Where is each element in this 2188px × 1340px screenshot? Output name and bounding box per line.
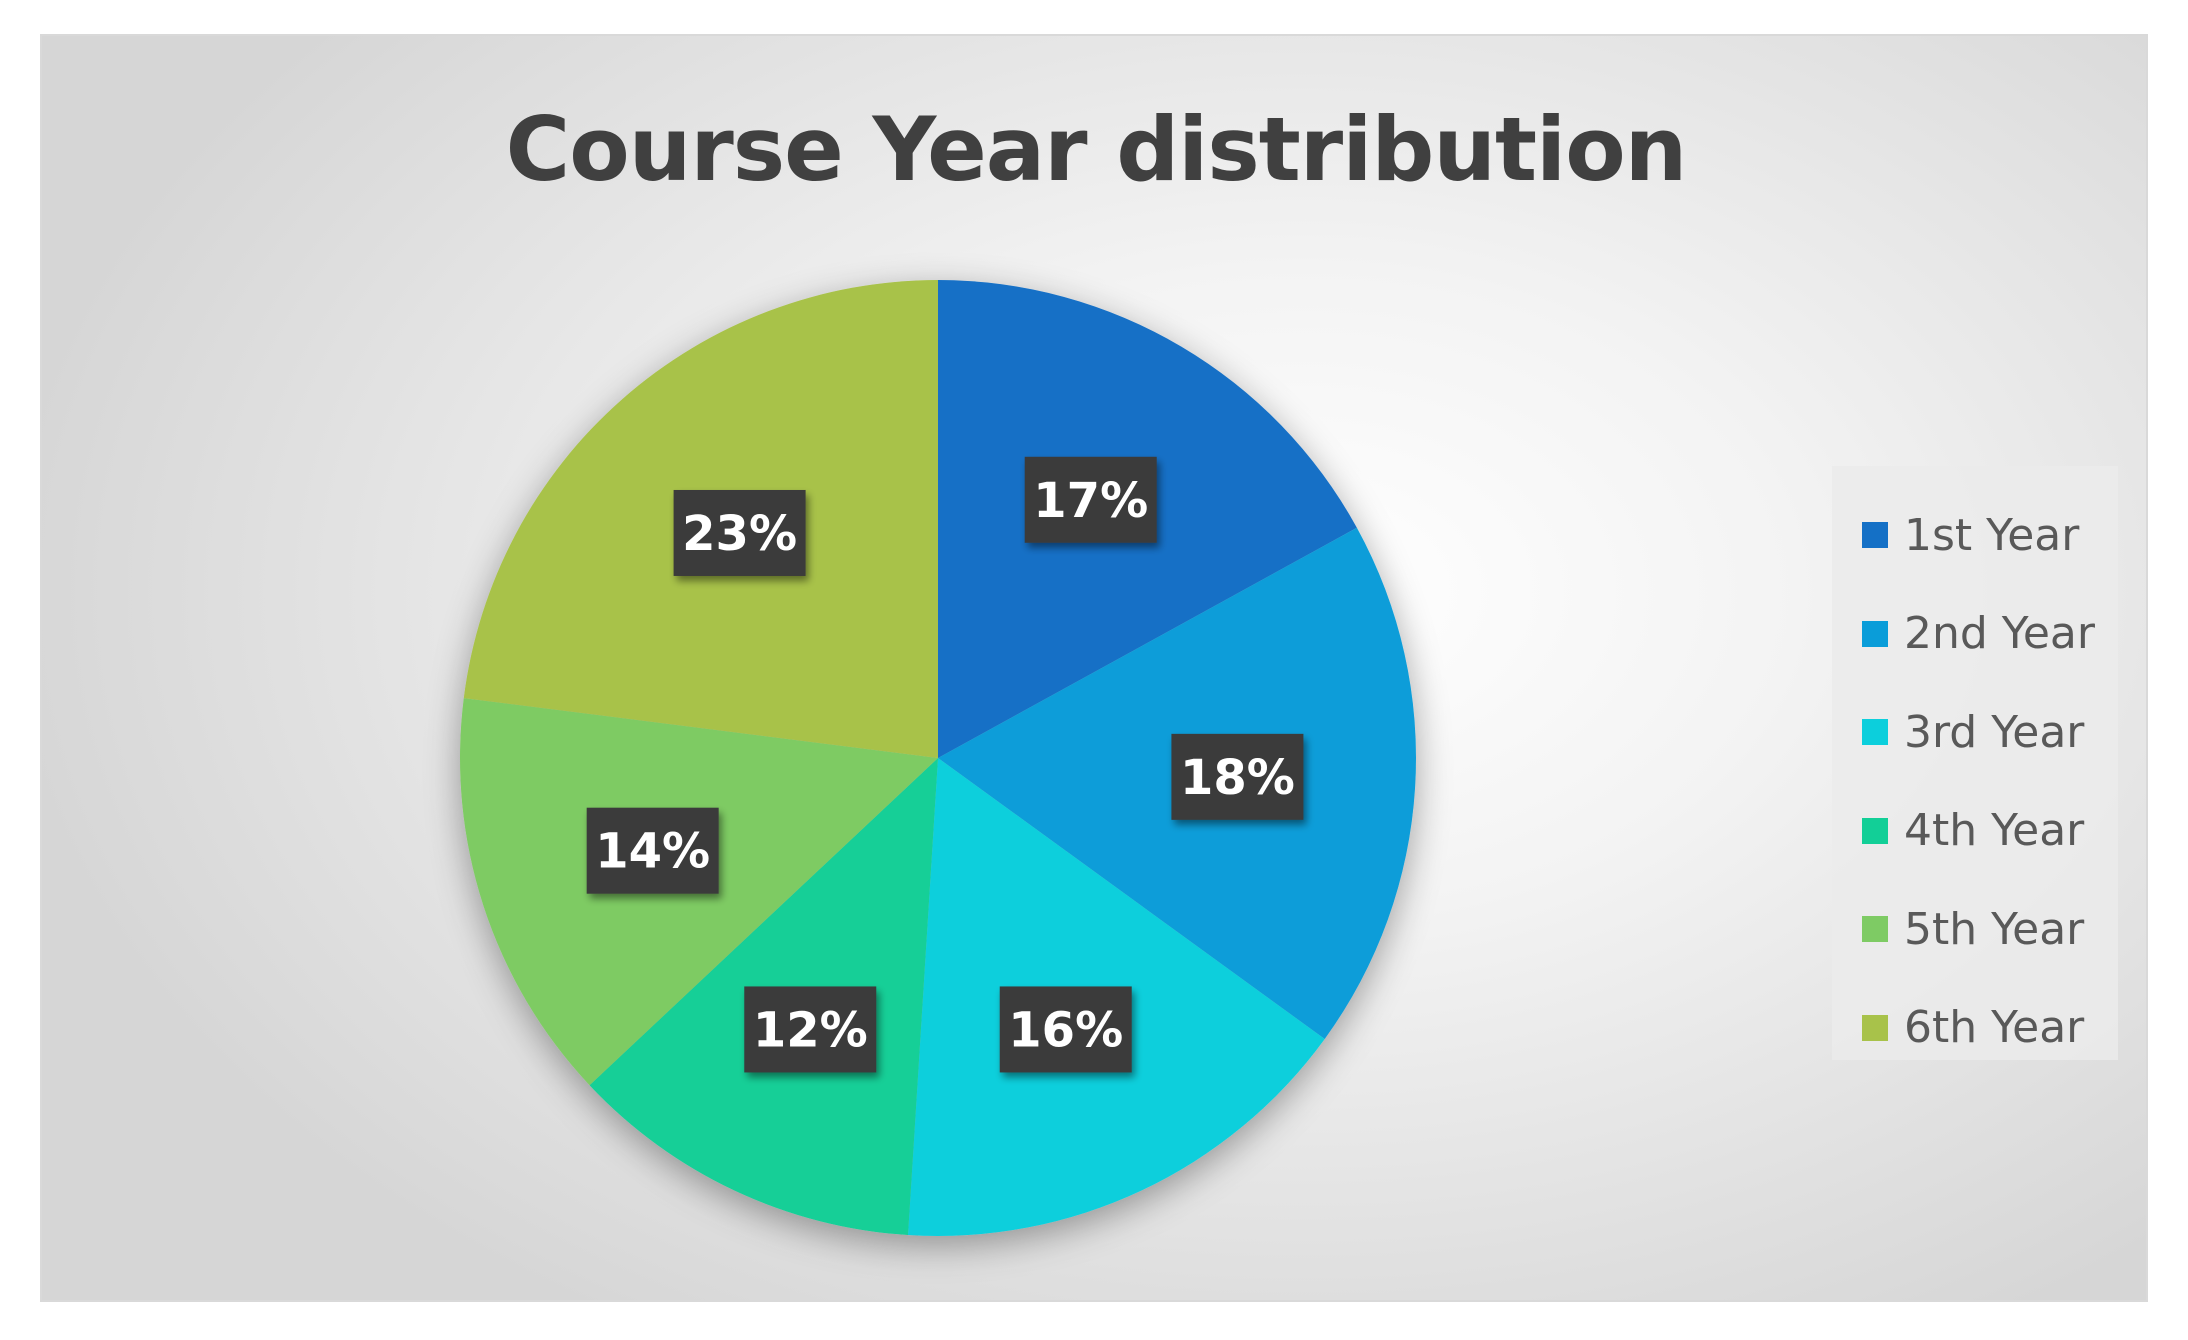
data-label-text: 23% <box>682 506 797 562</box>
data-label-text: 17% <box>1033 473 1148 529</box>
data-label-box <box>1171 733 1304 820</box>
legend-item-1: 1st Year <box>1832 486 2118 585</box>
data-label-text: 18% <box>1180 750 1295 806</box>
data-label-4: 12% <box>744 986 877 1073</box>
data-label-2: 18% <box>1171 733 1304 820</box>
legend-swatch <box>1862 916 1888 943</box>
legend-label: 3rd Year <box>1904 706 2085 758</box>
legend-label: 6th Year <box>1904 1002 2085 1054</box>
data-label-3: 16% <box>999 986 1132 1073</box>
legend-item-2: 2nd Year <box>1832 585 2118 684</box>
data-label-box <box>999 986 1132 1073</box>
data-label-box <box>744 986 877 1073</box>
legend-label: 5th Year <box>1904 903 2085 955</box>
legend-swatch <box>1862 1014 1888 1041</box>
data-label-6: 23% <box>673 489 806 576</box>
data-label-text: 12% <box>753 1002 868 1058</box>
legend-swatch <box>1862 817 1888 844</box>
chart-area: 17% 18% 16% 12% 14% 23% Course Year distribut… <box>40 34 2148 1302</box>
pie-chart: 17% 18% 16% 12% 14% 23% <box>460 280 1416 1236</box>
data-label-box <box>586 807 719 894</box>
legend-label: 2nd Year <box>1904 608 2095 660</box>
data-label-box <box>673 489 806 576</box>
data-label-text: 14% <box>595 824 710 880</box>
legend: 1st Year 2nd Year 3rd Year 4th Year 5th Year… <box>1832 466 2118 1060</box>
legend-item-5: 5th Year <box>1832 880 2118 979</box>
legend-label: 1st Year <box>1904 509 2080 561</box>
legend-item-3: 3rd Year <box>1832 683 2118 782</box>
legend-swatch <box>1862 719 1888 746</box>
data-labels: 17% 18% 16% 12% 14% 23% <box>586 456 1304 1073</box>
legend-item-4: 4th Year <box>1832 782 2118 881</box>
chart-title: Course Year distribution <box>505 98 1688 201</box>
data-label-5: 14% <box>586 807 719 894</box>
data-label-box <box>1024 456 1157 543</box>
data-label-text: 16% <box>1008 1002 1123 1058</box>
legend-swatch <box>1862 620 1888 647</box>
legend-item-6: 6th Year <box>1832 979 2118 1078</box>
data-label-1: 17% <box>1024 456 1157 543</box>
legend-swatch <box>1862 522 1888 549</box>
legend-label: 4th Year <box>1904 805 2085 857</box>
